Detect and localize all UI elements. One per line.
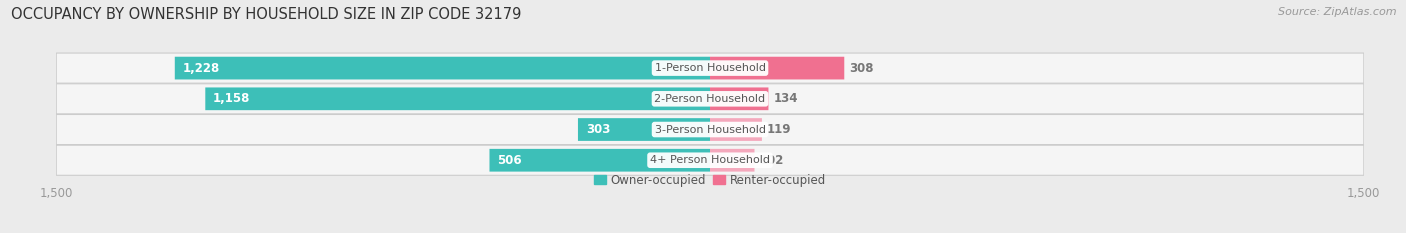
Text: OCCUPANCY BY OWNERSHIP BY HOUSEHOLD SIZE IN ZIP CODE 32179: OCCUPANCY BY OWNERSHIP BY HOUSEHOLD SIZE… [11, 7, 522, 22]
Legend: Owner-occupied, Renter-occupied: Owner-occupied, Renter-occupied [595, 174, 825, 187]
Text: 3-Person Household: 3-Person Household [655, 124, 765, 134]
FancyBboxPatch shape [578, 118, 710, 141]
FancyBboxPatch shape [710, 149, 755, 171]
FancyBboxPatch shape [56, 53, 1364, 83]
Text: 308: 308 [849, 62, 875, 75]
Text: 4+ Person Household: 4+ Person Household [650, 155, 770, 165]
FancyBboxPatch shape [56, 145, 1364, 175]
Text: 119: 119 [768, 123, 792, 136]
Text: 2-Person Household: 2-Person Household [654, 94, 766, 104]
FancyBboxPatch shape [710, 57, 844, 79]
Text: 506: 506 [498, 154, 522, 167]
FancyBboxPatch shape [489, 149, 710, 171]
FancyBboxPatch shape [56, 114, 1364, 144]
FancyBboxPatch shape [56, 84, 1364, 114]
Text: Source: ZipAtlas.com: Source: ZipAtlas.com [1278, 7, 1396, 17]
Text: 1,158: 1,158 [214, 92, 250, 105]
Text: 102: 102 [759, 154, 785, 167]
Text: 1,228: 1,228 [183, 62, 219, 75]
Text: 303: 303 [586, 123, 610, 136]
FancyBboxPatch shape [710, 87, 769, 110]
Text: 134: 134 [773, 92, 799, 105]
FancyBboxPatch shape [710, 118, 762, 141]
Text: 1-Person Household: 1-Person Household [655, 63, 765, 73]
FancyBboxPatch shape [205, 87, 710, 110]
FancyBboxPatch shape [174, 57, 710, 79]
